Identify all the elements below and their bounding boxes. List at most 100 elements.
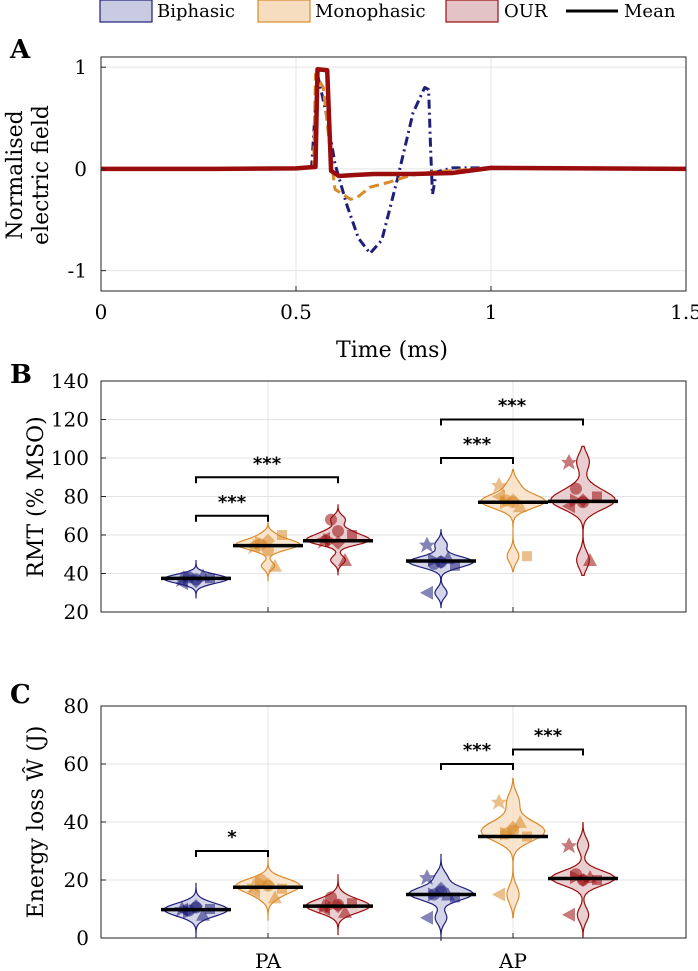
panel-c-significance: ******* bbox=[195, 726, 584, 857]
panel-b-ylabel: RMT (% MSO) bbox=[24, 416, 49, 577]
panel-b-point-our bbox=[561, 453, 577, 470]
panel-b-violin-monophasic bbox=[480, 468, 546, 573]
panel-c-significance-label: *** bbox=[534, 726, 563, 747]
panel-c-significance-label: * bbox=[227, 827, 237, 848]
legend-swatch-our bbox=[445, 0, 499, 23]
panel-a-series-line-monophasic bbox=[101, 72, 687, 201]
panel-b-point-our bbox=[347, 530, 357, 540]
panel-c-significance-bracket bbox=[440, 763, 514, 770]
panel-b-significance-label: *** bbox=[218, 492, 247, 513]
panel-c-point-monophasic bbox=[268, 890, 282, 904]
panel-c-point-monophasic bbox=[491, 793, 507, 810]
panel-b-ticks: 20 40 60 80 100 120 140 bbox=[51, 369, 514, 624]
panel-b-point-monophasic bbox=[262, 544, 274, 557]
panel-b: *** *** *** *** 20 40 60 80 100 120 140 RMT (% MS… bbox=[24, 369, 687, 624]
panel-b-point-monophasic bbox=[513, 499, 527, 513]
panel-b-significance-label: *** bbox=[498, 396, 527, 417]
panel-b-point-monophasic bbox=[522, 551, 532, 562]
panel-a-ticks: 0 0.5 1 1.5 -1 0 1 bbox=[68, 55, 698, 324]
panel-a-series-line-our bbox=[101, 66, 687, 179]
panel-label-b: B bbox=[10, 360, 32, 390]
panel-b-point-biphasic bbox=[420, 585, 433, 600]
panel-a-xtick-label: 0 bbox=[95, 300, 108, 324]
panel-b-point-monophasic bbox=[268, 558, 282, 572]
panel-a-xtick-label: 0.5 bbox=[280, 300, 312, 324]
panel-a-xlabel: Time (ms) bbox=[336, 338, 448, 363]
legend-label-biphasic: Biphasic bbox=[157, 1, 235, 22]
panel-c-point-biphasic bbox=[419, 869, 435, 886]
panel-c-point-biphasic bbox=[420, 910, 433, 925]
panel-b-ytick-label: 100 bbox=[51, 446, 89, 470]
panel-c-significance-bracket bbox=[195, 850, 269, 857]
panel-a-axes-box bbox=[100, 56, 687, 292]
panel-b-ytick-label: 120 bbox=[51, 408, 89, 432]
panel-c-ytick-label: 0 bbox=[76, 926, 89, 950]
panel-c-point-monophasic bbox=[513, 815, 527, 828]
panel-a-ylabel-line1: Normalised bbox=[3, 110, 28, 239]
panel-c-ylabel: Energy loss Ŵ (J) bbox=[22, 726, 49, 919]
panel-b-significance-bracket bbox=[195, 476, 339, 484]
panel-c-violins bbox=[161, 777, 618, 941]
panel-b-ytick-label: 60 bbox=[64, 523, 89, 547]
panel-b-point-our bbox=[570, 482, 582, 495]
panel-b-point-our bbox=[338, 553, 352, 567]
panel-label-c: C bbox=[10, 680, 31, 710]
panel-b-point-biphasic bbox=[419, 536, 435, 553]
panel-b-significance-bracket bbox=[440, 457, 514, 464]
panel-b-significance-label: *** bbox=[463, 434, 492, 455]
panel-b-significance-bracket bbox=[440, 418, 584, 426]
panel-c-point-biphasic bbox=[450, 892, 460, 903]
panel-c-point-monophasic bbox=[507, 824, 519, 837]
panel-c-violin-monophasic bbox=[480, 777, 546, 919]
panel-b-violins bbox=[161, 445, 618, 609]
panel-c-point-our bbox=[347, 898, 357, 909]
panel-c-ytick-label: 40 bbox=[64, 810, 89, 834]
panel-b-point-monophasic bbox=[491, 476, 507, 493]
panel-a: 0 0.5 1 1.5 -1 0 1 Time (ms) Normalised electr… bbox=[3, 55, 698, 363]
panel-a-series bbox=[101, 66, 687, 255]
panel-b-point-biphasic bbox=[450, 560, 460, 571]
panel-b-ytick-label: 40 bbox=[64, 562, 89, 586]
panel-b-significance-bracket bbox=[195, 514, 269, 522]
panel-c-ytick-label: 80 bbox=[64, 694, 89, 718]
panel-b-violin-our bbox=[550, 445, 616, 577]
panel-a-ytick-label: 1 bbox=[74, 55, 87, 79]
panel-b-ytick-label: 80 bbox=[64, 485, 89, 509]
panel-b-ytick-label: 20 bbox=[64, 600, 89, 624]
panel-c-ticks: 0 20 40 60 80 PA AP bbox=[64, 694, 527, 971]
panel-b-point-our bbox=[332, 525, 344, 538]
legend-swatch-monophasic bbox=[257, 0, 311, 23]
panel-b-point-our bbox=[592, 491, 602, 502]
legend-label-our: OUR bbox=[504, 1, 548, 22]
legend-label-monophasic: Monophasic bbox=[315, 1, 426, 22]
panel-c-point-our bbox=[338, 904, 352, 918]
panel-a-xtick-label: 1.5 bbox=[670, 300, 698, 324]
panel-c-significance-bracket bbox=[512, 748, 584, 756]
panel-c-point-monophasic bbox=[492, 887, 505, 902]
panel-c-xtick-label: PA bbox=[255, 949, 282, 971]
panel-a-ytick-label: 0 bbox=[74, 157, 87, 181]
panel-label-a: A bbox=[9, 35, 31, 65]
legend: Biphasic Monophasic OUR Mean bbox=[99, 0, 676, 23]
panel-c-point-biphasic bbox=[190, 901, 202, 914]
panel-b-point-our bbox=[325, 513, 337, 526]
panel-b-point-monophasic bbox=[277, 530, 287, 540]
panel-a-ytick-label: -1 bbox=[68, 259, 87, 283]
panel-b-significance-label: *** bbox=[253, 453, 282, 474]
legend-swatch-biphasic bbox=[99, 0, 153, 23]
panel-c-xtick-label: AP bbox=[498, 949, 527, 971]
panel-c-point-our bbox=[562, 907, 575, 922]
panel-c-ytick-label: 60 bbox=[64, 752, 89, 776]
panel-b-point-our bbox=[583, 553, 597, 567]
panel-c-ytick-label: 20 bbox=[64, 868, 89, 892]
panel-a-series-line-biphasic bbox=[101, 72, 687, 255]
panel-b-ytick-label: 140 bbox=[51, 369, 89, 393]
panel-b-significance: *** *** *** *** bbox=[195, 396, 584, 522]
legend-label-mean: Mean bbox=[624, 1, 676, 22]
panel-c-point-biphasic bbox=[196, 907, 210, 921]
panel-a-ylabel-line2: electric field bbox=[29, 105, 54, 245]
panel-c-significance-label: *** bbox=[463, 740, 492, 761]
panel-c-point-our bbox=[561, 837, 577, 854]
